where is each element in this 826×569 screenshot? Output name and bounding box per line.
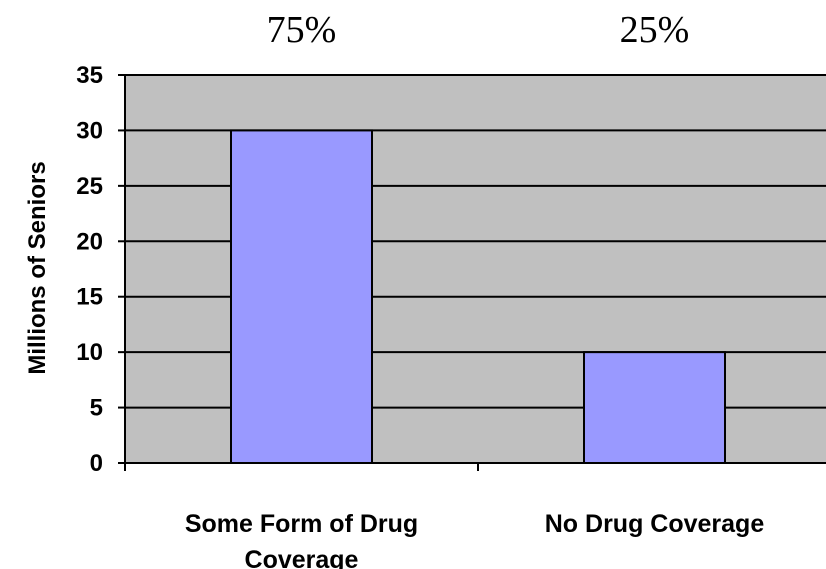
x-tick-label: Some Form of Drug Coverage [185, 510, 418, 569]
y-tick-label: 35 [76, 62, 103, 89]
y-tick-label: 5 [90, 395, 103, 422]
y-tick-label: 20 [76, 228, 103, 255]
data-label: 75% [267, 9, 337, 51]
data-labels: 75% 25% [267, 9, 690, 51]
y-tick-labels: 0 5 10 15 20 25 30 35 [76, 62, 103, 477]
y-tick-label: 15 [76, 284, 103, 311]
y-tick-label: 0 [90, 450, 103, 477]
x-tick-labels: Some Form of Drug Coverage No Drug Coverag… [185, 510, 765, 569]
x-tick-label: No Drug Coverage [545, 510, 765, 538]
bar [230, 129, 373, 465]
y-tick-label: 30 [76, 117, 103, 144]
bar [583, 351, 726, 464]
bars [230, 129, 726, 465]
y-axis-title: Millions of Seniors [24, 161, 51, 374]
data-label: 25% [620, 9, 690, 51]
y-tick-label: 10 [76, 339, 103, 366]
axes [118, 74, 826, 471]
y-tick-label: 25 [76, 173, 103, 200]
